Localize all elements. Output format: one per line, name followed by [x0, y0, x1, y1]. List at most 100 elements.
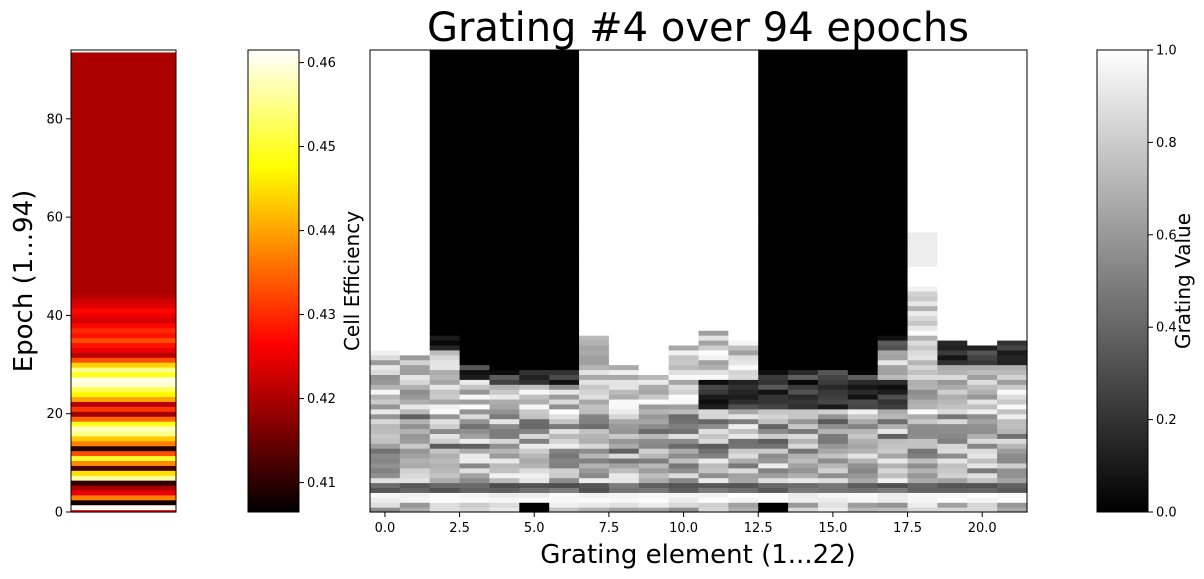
grating-cell	[579, 384, 610, 390]
grating-cell	[429, 153, 461, 159]
grating-cell	[668, 487, 700, 493]
grating-colorbar-gradient	[1096, 49, 1149, 513]
grating-cell	[579, 99, 610, 105]
grating-cell	[579, 251, 610, 258]
grating-cell	[847, 364, 879, 371]
grating-cell	[668, 172, 700, 179]
grating-cell	[638, 295, 670, 302]
grating-cell	[399, 138, 431, 144]
grating-cell	[459, 408, 491, 415]
grating-cell	[399, 104, 431, 110]
grating-cell	[907, 266, 939, 272]
grating-cell	[758, 359, 789, 366]
grating-cell	[758, 448, 789, 454]
grating-cell	[399, 423, 431, 430]
grating-cell	[668, 123, 700, 130]
grating-cell	[519, 285, 550, 292]
grating-cell	[817, 163, 849, 169]
grating-cell	[399, 197, 431, 203]
efficiency-cell	[71, 175, 176, 181]
grating-cell	[907, 315, 939, 321]
efficiency-strip-ylabel: Epoch (1...94)	[9, 190, 39, 373]
grating-cell	[399, 84, 431, 90]
grating-cell	[877, 192, 909, 199]
grating-cell	[579, 59, 610, 66]
grating-cell	[638, 418, 670, 425]
grating-cell	[758, 94, 789, 100]
grating-cell	[847, 379, 879, 385]
grating-cell	[519, 187, 550, 194]
grating-cell	[668, 394, 700, 400]
grating-cell	[370, 398, 401, 405]
grating-cell	[967, 369, 998, 375]
grating-cell	[937, 408, 968, 415]
grating-cell	[907, 295, 939, 302]
grating-cell	[549, 202, 580, 208]
grating-cell	[877, 182, 909, 189]
grating-cell	[399, 236, 431, 243]
grating-cell	[519, 84, 550, 90]
grating-cell	[459, 462, 491, 469]
grating-cell	[728, 344, 759, 351]
grating-cell	[698, 354, 729, 361]
grating-cell	[608, 153, 640, 159]
grating-cell	[579, 94, 610, 100]
grating-cell	[847, 438, 879, 444]
grating-cell	[698, 133, 729, 140]
grating-cell	[877, 305, 909, 312]
grating-cell	[788, 482, 819, 489]
grating-cell	[429, 212, 461, 218]
grating-cell	[608, 315, 640, 321]
grating-cell	[907, 300, 939, 307]
grating-cell	[429, 197, 461, 203]
grating-cell	[937, 266, 968, 272]
grating-cell	[638, 448, 670, 454]
grating-cell	[907, 172, 939, 179]
grating-cell	[549, 74, 580, 81]
grating-cell	[519, 128, 550, 135]
grating-cell	[847, 246, 879, 253]
grating-cell	[489, 261, 520, 267]
grating-cell	[877, 231, 909, 238]
grating-cell	[877, 320, 909, 326]
grating-cell	[370, 54, 401, 61]
grating-cell	[399, 266, 431, 272]
grating-cell	[549, 192, 580, 199]
grating-cell	[817, 418, 849, 425]
grating-cell	[817, 428, 849, 434]
grating-cell	[399, 256, 431, 262]
grating-cell	[489, 472, 520, 479]
grating-cell	[429, 231, 461, 238]
grating-cell	[997, 379, 1028, 385]
grating-cell	[579, 197, 610, 203]
grating-cell	[758, 482, 789, 489]
grating-cell	[847, 295, 879, 302]
grating-cell	[967, 163, 998, 169]
efficiency-cell	[71, 416, 176, 422]
grating-cell	[847, 285, 879, 292]
grating-cell	[758, 433, 789, 439]
grating-cell	[549, 433, 580, 439]
grating-cell	[967, 472, 998, 479]
colorbar-tick-label: 0.2	[1156, 413, 1177, 428]
grating-cell	[937, 364, 968, 371]
grating-cell	[459, 305, 491, 312]
efficiency-cell	[71, 106, 176, 113]
grating-cell	[638, 59, 670, 66]
grating-cell	[967, 507, 998, 513]
x-tick-label: 12.5	[744, 521, 773, 536]
grating-cell	[429, 315, 461, 321]
grating-cell	[549, 443, 580, 449]
grating-cell	[877, 241, 909, 248]
grating-cell	[967, 246, 998, 253]
grating-cell	[370, 394, 401, 400]
grating-cell	[459, 290, 491, 297]
grating-cell	[668, 50, 700, 56]
efficiency-cell	[71, 352, 176, 358]
grating-cell	[907, 99, 939, 105]
grating-cell	[399, 153, 431, 159]
grating-cell	[399, 187, 431, 194]
grating-cell	[758, 217, 789, 223]
grating-cell	[788, 369, 819, 375]
grating-cell	[638, 281, 670, 287]
